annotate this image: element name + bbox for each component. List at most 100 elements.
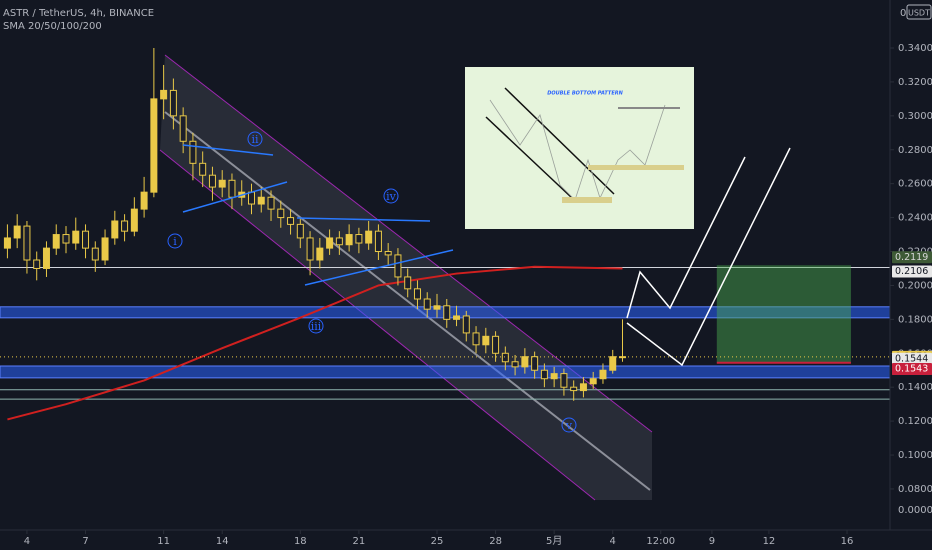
price-tag-label: 0.1544 [895, 353, 928, 364]
price-tag [892, 352, 932, 365]
candle-body [579, 383, 587, 392]
candle-body [23, 225, 31, 261]
price-tag [892, 362, 932, 375]
candle-body [355, 234, 363, 244]
candle-body [374, 230, 382, 253]
candle-body [599, 369, 607, 380]
price-tag [892, 251, 932, 264]
candle-body [482, 335, 490, 346]
candle-body [335, 237, 343, 246]
candle-body [423, 298, 431, 310]
candle-body [316, 247, 324, 261]
currency-box [906, 4, 932, 20]
y-tick-label: 0.0800 [898, 484, 932, 495]
channel-mid [164, 111, 651, 491]
inset-line [485, 116, 573, 199]
candle-body [111, 220, 119, 239]
candle-body [267, 196, 275, 210]
candle-body [140, 191, 148, 210]
x-tick-label: 4 [24, 536, 30, 547]
channel-lower [159, 149, 596, 501]
candle-body [433, 305, 441, 310]
candle-body [443, 305, 451, 320]
candle-body [277, 208, 285, 219]
x-tick-label: 11 [157, 536, 170, 547]
x-tick-label: 12:00 [646, 536, 675, 547]
candle-body [130, 208, 138, 232]
price-tag-label: 0.1543 [895, 363, 928, 374]
currency-label: USDT [908, 9, 930, 18]
candle-body [199, 162, 207, 176]
x-tick-label: 12 [763, 536, 776, 547]
candle-body [462, 315, 470, 334]
axis-bottom-label: 0.0000 [898, 505, 932, 516]
x-tick-label: 7 [82, 536, 88, 547]
candle-body [345, 234, 353, 246]
wave-circle [167, 233, 183, 249]
sma-line [7, 265, 623, 421]
candle-body [101, 237, 109, 261]
candle-body [52, 234, 60, 249]
candle-body [453, 315, 461, 320]
wave-label: i [173, 235, 177, 248]
candle-body [384, 251, 392, 256]
y-tick-label: 0.2400 [898, 213, 932, 224]
inset-zone [588, 165, 684, 170]
candle-body [3, 237, 11, 249]
candle-body [560, 373, 568, 388]
candle-body [247, 191, 255, 205]
x-tick-label: 9 [709, 536, 715, 547]
inset-zone [562, 197, 612, 203]
candle-body [42, 247, 50, 269]
data-layer [0, 47, 891, 421]
wave-label: iv [386, 190, 397, 203]
candle-body [121, 220, 129, 232]
candle-body [531, 356, 539, 371]
wave-circle [561, 417, 577, 433]
candle-body [287, 217, 295, 225]
chart-title: ASTR / TetherUS, 4h, BINANCE [3, 8, 154, 19]
inset-path [489, 99, 666, 201]
wave-circle [247, 131, 263, 147]
y-tick-label: 0.3200 [898, 77, 932, 88]
candle-body [82, 230, 90, 249]
candle-body [404, 276, 412, 290]
indicator-label: SMA 20/50/100/200 [3, 21, 102, 32]
y-tick-label: 0.1000 [898, 450, 932, 461]
price-tag [892, 265, 932, 278]
y-tick-label: 0.1800 [898, 314, 932, 325]
candle-body [540, 369, 548, 380]
x-tick-label: 21 [353, 536, 366, 547]
candle-body [570, 386, 578, 392]
y-tick-label: 0.3000 [898, 111, 932, 122]
candle-body [91, 247, 99, 261]
position-target [716, 265, 851, 363]
candle-body [609, 356, 617, 371]
candle-body [413, 288, 421, 300]
candle-body [13, 225, 21, 239]
x-tick-label: 25 [431, 536, 444, 547]
candle-body [511, 361, 519, 368]
candle-body [618, 356, 626, 359]
candle-body [62, 234, 70, 244]
candle-body [472, 332, 480, 346]
candle-body [589, 378, 597, 385]
wave-label: ii [251, 133, 259, 146]
candle-body [179, 115, 187, 142]
candle-body [160, 89, 168, 100]
trendline [182, 181, 288, 213]
candle-body [208, 174, 216, 188]
candle-body [306, 237, 314, 261]
candle-body [365, 230, 373, 244]
trendline [182, 144, 274, 156]
y-tick-label: 0.2800 [898, 145, 932, 156]
candle-body [492, 335, 500, 354]
projection-path [626, 147, 791, 367]
candle-body [550, 373, 558, 380]
candle-body [257, 196, 265, 205]
y-tick-label: 0.1200 [898, 416, 932, 427]
price-tag-label: 0.2106 [895, 266, 928, 277]
trendline [304, 249, 454, 286]
x-tick-label: 28 [489, 536, 502, 547]
